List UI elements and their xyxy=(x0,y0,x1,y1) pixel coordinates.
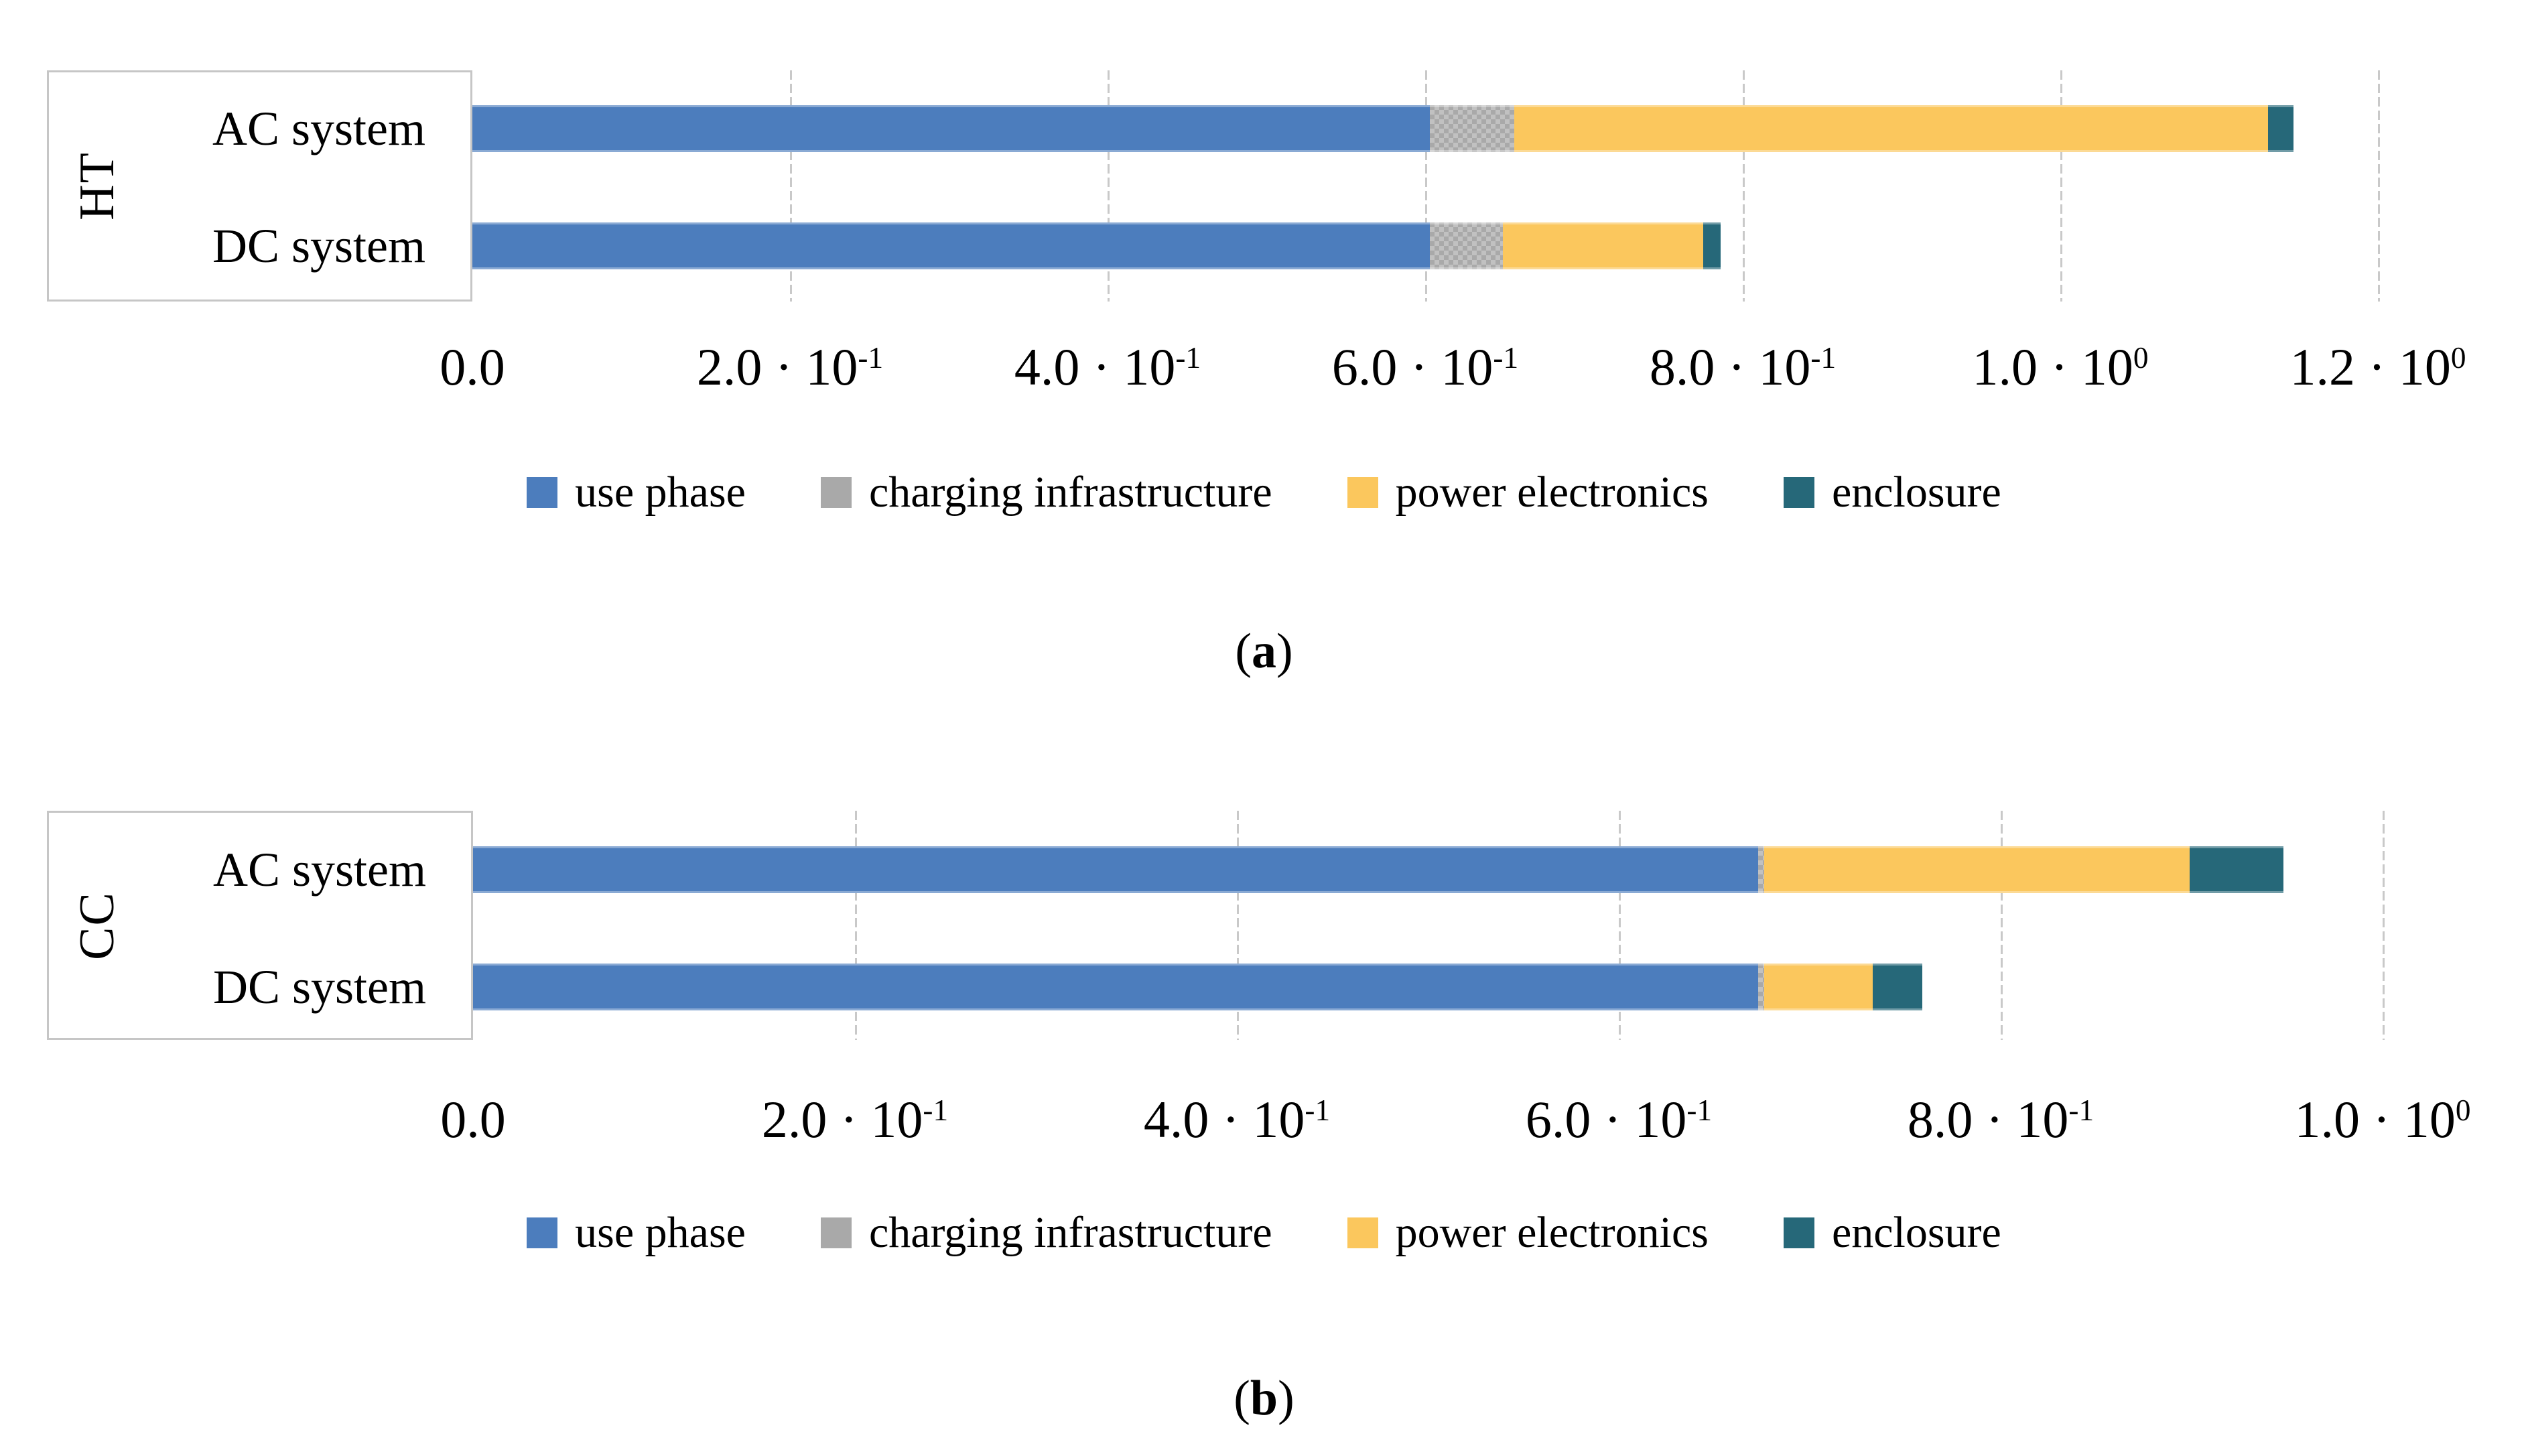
legend-item-power-electronics: power electronics xyxy=(1347,1207,1709,1258)
bar-segment-power-electronics xyxy=(1764,964,1873,1010)
gridline xyxy=(790,70,792,302)
category-label: AC system xyxy=(212,102,425,155)
legend-item-use-phase: use phase xyxy=(527,467,746,518)
x-axis-tick-label: 2.0 · 10-1 xyxy=(761,1090,949,1148)
x-axis-tick-label: 0.0 xyxy=(440,338,505,396)
gridline xyxy=(1619,811,1621,1040)
bar-segment-enclosure xyxy=(2268,105,2294,152)
stacked-bar-ac-system xyxy=(472,105,2294,152)
category-label: DC system xyxy=(212,219,425,273)
legend-label: charging infrastructure xyxy=(868,468,1272,517)
x-axis-tick-label: 8.0 · 10-1 xyxy=(1649,338,1837,396)
bar-segment-use-phase xyxy=(472,105,1431,152)
gridline xyxy=(2001,811,2003,1040)
legend-label: power electronics xyxy=(1395,468,1709,517)
x-axis-tick-label: 1.0 · 100 xyxy=(1972,338,2149,396)
gridline xyxy=(1425,70,1427,302)
bar-segment-enclosure xyxy=(1703,222,1721,269)
x-axis-tick-label: 2.0 · 10-1 xyxy=(696,338,884,396)
chart-a-caption: (a) xyxy=(1235,624,1293,679)
bar-segment-use-phase xyxy=(472,222,1431,269)
bar-segment-charging-infrastructure xyxy=(1758,846,1764,893)
stacked-bar-dc-system xyxy=(472,222,1721,269)
bar-segment-charging-infrastructure xyxy=(1430,222,1504,269)
x-axis-tick-label: 1.0 · 100 xyxy=(2294,1090,2471,1148)
bar-segment-enclosure xyxy=(1873,964,1923,1010)
bar-segment-power-electronics xyxy=(1764,846,2190,893)
legend-label: enclosure xyxy=(1831,468,2001,517)
bar-segment-enclosure xyxy=(2190,846,2283,893)
bar-segment-power-electronics xyxy=(1503,222,1703,269)
bar-segment-power-electronics xyxy=(1514,105,2269,152)
legend-swatch-icon xyxy=(527,477,558,508)
bar-segment-charging-infrastructure xyxy=(1430,105,1514,152)
category-label: AC system xyxy=(212,843,426,897)
x-axis-tick-label: 6.0 · 10-1 xyxy=(1525,1090,1713,1148)
x-axis-tick-label: 4.0 · 10-1 xyxy=(1014,338,1201,396)
legend-label: use phase xyxy=(575,468,746,517)
chart-b-caption: (b) xyxy=(1234,1371,1294,1426)
chart-a-category-panel xyxy=(47,70,472,302)
legend-item-enclosure: enclosure xyxy=(1783,467,2001,518)
x-axis-tick-label: 4.0 · 10-1 xyxy=(1143,1090,1331,1148)
x-axis-tick-label: 8.0 · 10-1 xyxy=(1907,1090,2094,1148)
gridline xyxy=(1237,811,1239,1040)
legend-swatch-icon xyxy=(1783,477,1814,508)
legend-swatch-icon xyxy=(820,1217,852,1248)
legend-item-power-electronics: power electronics xyxy=(1347,467,1709,518)
legend-item-charging-infrastructure: charging infrastructure xyxy=(820,467,1272,518)
legend-item-charging-infrastructure: charging infrastructure xyxy=(820,1207,1272,1258)
gridline xyxy=(2383,811,2385,1040)
legend-item-enclosure: enclosure xyxy=(1783,1207,2001,1258)
x-axis-tick-label: 6.0 · 10-1 xyxy=(1331,338,1519,396)
gridline xyxy=(1108,70,1110,302)
gridline xyxy=(2378,70,2380,302)
chart-b-category-panel xyxy=(47,811,473,1040)
bar-segment-use-phase xyxy=(473,964,1759,1010)
chart-b-legend: use phase charging infrastructure power el… xyxy=(0,1203,2528,1263)
chart-a-legend: use phase charging infrastructure power el… xyxy=(0,462,2528,523)
x-axis-tick-label: 0.0 xyxy=(440,1090,506,1148)
gridline xyxy=(2060,70,2062,302)
legend-swatch-icon xyxy=(820,477,852,508)
legend-label: use phase xyxy=(575,1208,746,1257)
legend-label: charging infrastructure xyxy=(868,1208,1272,1257)
legend-label: enclosure xyxy=(1831,1208,2001,1257)
legend-swatch-icon xyxy=(1347,477,1378,508)
legend-label: power electronics xyxy=(1395,1208,1709,1257)
legend-swatch-icon xyxy=(1347,1217,1378,1248)
bar-segment-charging-infrastructure xyxy=(1758,964,1764,1010)
legend-item-use-phase: use phase xyxy=(527,1207,746,1258)
gridline xyxy=(855,811,857,1040)
x-axis-tick-label: 1.2 · 100 xyxy=(2289,338,2466,396)
category-label: DC system xyxy=(212,960,426,1014)
bar-segment-use-phase xyxy=(473,846,1759,893)
legend-swatch-icon xyxy=(527,1217,558,1248)
stacked-bar-dc-system xyxy=(473,964,1923,1010)
gridline xyxy=(1743,70,1745,302)
stacked-bar-ac-system xyxy=(473,846,2283,893)
legend-swatch-icon xyxy=(1783,1217,1814,1248)
